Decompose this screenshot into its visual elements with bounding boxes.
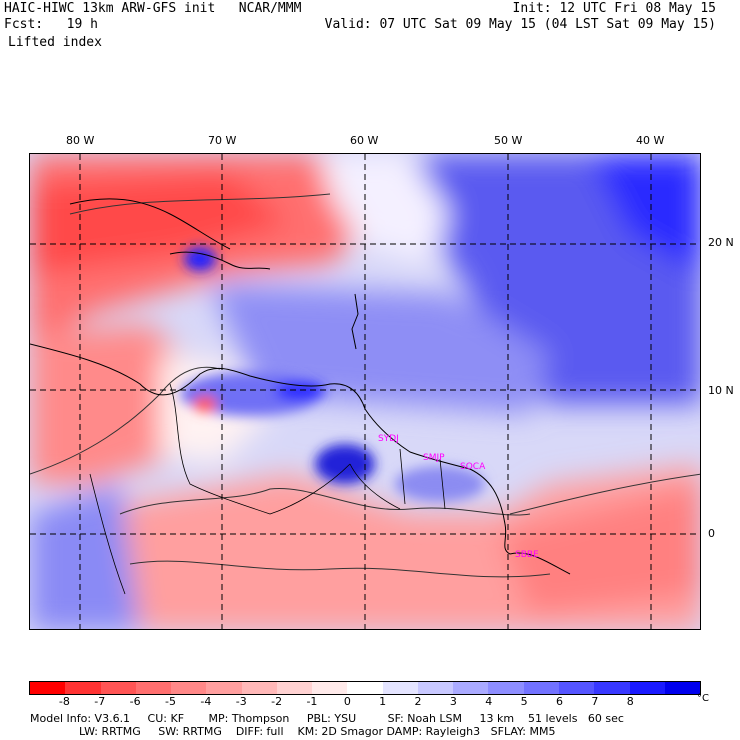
lon-label-60w: 60 W bbox=[350, 134, 379, 147]
forecast-hour: Fcst: 19 h bbox=[4, 17, 98, 32]
colorbar-tick-label: 2 bbox=[414, 695, 422, 708]
init-time: Init: 12 UTC Fri 08 May 15 bbox=[512, 1, 717, 16]
lat-label-20n: 20 N bbox=[708, 236, 734, 249]
coastlines bbox=[30, 198, 571, 575]
colorbar-cell bbox=[276, 682, 313, 694]
colorbar-cell bbox=[135, 682, 172, 694]
model-info-line2: LW: RRTMG SW: RRTMG DIFF: full KM: 2D Sm… bbox=[30, 725, 556, 738]
colorbar-tick-label: -7 bbox=[94, 695, 106, 708]
lon-label-50w: 50 W bbox=[494, 134, 523, 147]
lat-label-10n: 10 N bbox=[708, 384, 734, 397]
colorbar-cell bbox=[312, 682, 348, 694]
colorbar-tick-label: -5 bbox=[164, 695, 176, 708]
field-name: Lifted index bbox=[8, 35, 102, 50]
lifted-index-map: SYDJ SMJP SOCA SBBE bbox=[29, 153, 701, 630]
colorbar-cell bbox=[558, 682, 595, 694]
colorbar-cell bbox=[347, 682, 383, 694]
field-shading bbox=[30, 154, 700, 629]
colorbar-tick-label: 5 bbox=[520, 695, 528, 708]
colorbar-cell bbox=[523, 682, 559, 694]
colorbar-cell bbox=[664, 682, 701, 694]
colorbar-cell bbox=[65, 682, 101, 694]
colorbar-tick-label: -4 bbox=[200, 695, 212, 708]
lat-lon-grid bbox=[30, 154, 700, 629]
colorbar-tick-label: 7 bbox=[591, 695, 599, 708]
colorbar-cell bbox=[241, 682, 277, 694]
colorbar-tick-label: 6 bbox=[556, 695, 564, 708]
colorbar-cell bbox=[171, 682, 207, 694]
colorbar-tick-label: -6 bbox=[129, 695, 141, 708]
colorbar-cell bbox=[100, 682, 136, 694]
valid-time: Valid: 07 UTC Sat 09 May 15 (04 LST Sat … bbox=[324, 17, 716, 32]
colorbar-tick-label: 3 bbox=[449, 695, 457, 708]
colorbar-cell bbox=[488, 682, 524, 694]
colorbar-unit: °C bbox=[697, 693, 709, 704]
model-info-line1: Model Info: V3.6.1 CU: KF MP: Thompson P… bbox=[30, 712, 624, 725]
colorbar-cell bbox=[382, 682, 418, 694]
colorbar-tick-label: -1 bbox=[306, 695, 318, 708]
colorbar-cell bbox=[417, 682, 454, 694]
lon-label-80w: 80 W bbox=[66, 134, 95, 147]
zero-contours bbox=[30, 193, 700, 578]
station-label-sydj: SYDJ bbox=[378, 434, 399, 444]
lat-label-0: 0 bbox=[708, 527, 715, 540]
colorbar-tick-label: -8 bbox=[58, 695, 70, 708]
colorbar-tick-label: 0 bbox=[343, 695, 351, 708]
station-label-sbbe: SBBE bbox=[515, 550, 539, 560]
station-label-smjp: SMJP bbox=[423, 453, 445, 463]
lon-label-70w: 70 W bbox=[208, 134, 237, 147]
model-title: HAIC-HIWC 13km ARW-GFS init NCAR/MMM bbox=[4, 1, 302, 16]
station-label-soca: SOCA bbox=[460, 462, 486, 472]
colorbar-cell bbox=[206, 682, 242, 694]
colorbar-cell bbox=[629, 682, 665, 694]
colorbar-tick-label: 4 bbox=[485, 695, 493, 708]
lon-label-40w: 40 W bbox=[636, 134, 665, 147]
colorbar-tick-label: -3 bbox=[235, 695, 247, 708]
colorbar-cell bbox=[453, 682, 489, 694]
colorbar-tick-label: 1 bbox=[379, 695, 387, 708]
colorbar-cell bbox=[30, 682, 66, 694]
map-canvas bbox=[30, 154, 700, 629]
colorbar-cell bbox=[594, 682, 630, 694]
colorbar bbox=[29, 681, 701, 695]
colorbar-tick-label: 8 bbox=[626, 695, 634, 708]
colorbar-tick-label: -2 bbox=[271, 695, 283, 708]
